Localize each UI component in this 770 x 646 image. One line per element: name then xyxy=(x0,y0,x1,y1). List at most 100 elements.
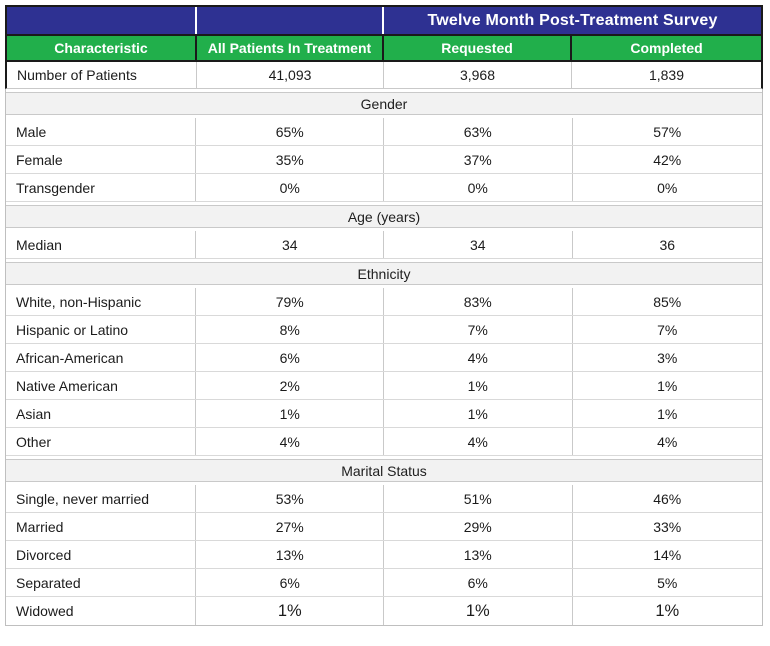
section-gap xyxy=(6,202,762,205)
table-row-african-american: African-American 6% 4% 3% xyxy=(6,344,762,372)
column-header-requested: Requested xyxy=(384,36,572,60)
section-gap xyxy=(6,115,762,118)
row-value-requested: 1% xyxy=(384,400,573,427)
row-value-requested: 29% xyxy=(384,513,573,540)
row-value-requested: 3,968 xyxy=(384,62,572,88)
column-header-completed: Completed xyxy=(630,40,703,56)
row-value-completed: 3% xyxy=(657,349,678,366)
row-label: Divorced xyxy=(6,541,197,568)
column-header-row: Characteristic All Patients In Treatment… xyxy=(7,34,761,60)
row-value-all-patients: 8% xyxy=(196,316,384,343)
row-value-requested: 0% xyxy=(384,174,573,201)
section-header-ethnicity: Ethnicity xyxy=(6,262,762,285)
row-value-completed: 14% xyxy=(653,546,682,563)
row-value-completed: 1% xyxy=(655,601,680,620)
table-body: Gender Male 65% 63% 57% Female 35% 37% 42% Transg… xyxy=(5,89,763,626)
table-row-number-of-patients: Number of Patients 41,093 3,968 1,839 xyxy=(7,60,761,88)
row-value-completed: 46% xyxy=(653,490,682,507)
row-value-requested: 4% xyxy=(384,428,573,455)
row-value-completed: 4% xyxy=(657,433,678,450)
row-value-all-patients: 65% xyxy=(196,118,384,145)
row-value-completed: 1% xyxy=(657,405,678,422)
row-value-all-patients: 27% xyxy=(196,513,384,540)
section-header-marital-status: Marital Status xyxy=(6,459,762,482)
row-value-completed: 42% xyxy=(653,151,682,168)
section-gap xyxy=(6,89,762,92)
row-label: Other xyxy=(6,428,197,455)
demographics-table: Twelve Month Post-Treatment Survey Chara… xyxy=(5,5,763,626)
row-value-requested: 51% xyxy=(384,485,573,512)
row-label: Median xyxy=(6,231,197,258)
column-header-all-patients-in-treatment: All Patients In Treatment xyxy=(197,36,384,60)
header-spacer-cell-all-patients xyxy=(197,7,384,34)
row-value-all-patients: 1% xyxy=(196,400,384,427)
row-value-requested: 13% xyxy=(384,541,573,568)
row-value-completed: 33% xyxy=(653,518,682,535)
row-value-requested: 6% xyxy=(384,569,573,596)
row-value-all-patients: 79% xyxy=(196,288,384,315)
table-row-other: Other 4% 4% 4% xyxy=(6,428,762,456)
row-value-all-patients: 2% xyxy=(196,372,384,399)
table-row-hispanic-or-latino: Hispanic or Latino 8% 7% 7% xyxy=(6,316,762,344)
row-value-completed: 1% xyxy=(657,377,678,394)
row-value-completed: 0% xyxy=(657,179,678,196)
row-label: Single, never married xyxy=(6,485,197,512)
table-row-widowed: Widowed 1% 1% 1% xyxy=(6,597,762,625)
table-row-white-non-hispanic: White, non-Hispanic 79% 83% 85% xyxy=(6,288,762,316)
row-value-requested: 37% xyxy=(384,146,573,173)
table-row-male: Male 65% 63% 57% xyxy=(6,118,762,146)
table-row-married: Married 27% 29% 33% xyxy=(6,513,762,541)
column-header-characteristic: Characteristic xyxy=(7,36,197,60)
row-label: Married xyxy=(6,513,197,540)
row-value-completed: 7% xyxy=(657,321,678,338)
section-gap xyxy=(6,259,762,262)
row-value-all-patients: 35% xyxy=(196,146,384,173)
row-value-completed: 1,839 xyxy=(648,67,685,83)
section-gap xyxy=(6,285,762,288)
row-value-requested: 4% xyxy=(384,344,573,371)
section-gap xyxy=(6,482,762,485)
row-value-all-patients: 1% xyxy=(196,597,384,625)
row-label: Widowed xyxy=(6,597,197,625)
survey-title: Twelve Month Post-Treatment Survey xyxy=(427,11,718,29)
row-label: Number of Patients xyxy=(7,62,197,88)
row-value-requested: 63% xyxy=(384,118,573,145)
row-value-all-patients: 6% xyxy=(196,569,384,596)
table-row-asian: Asian 1% 1% 1% xyxy=(6,400,762,428)
row-value-all-patients: 4% xyxy=(196,428,384,455)
row-label: African-American xyxy=(6,344,197,371)
table-row-female: Female 35% 37% 42% xyxy=(6,146,762,174)
row-value-all-patients: 0% xyxy=(196,174,384,201)
row-value-requested: 7% xyxy=(384,316,573,343)
row-label: Male xyxy=(6,118,197,145)
row-value-all-patients: 34 xyxy=(196,231,384,258)
row-value-all-patients: 13% xyxy=(196,541,384,568)
row-value-completed: 57% xyxy=(653,123,682,140)
section-gap xyxy=(6,456,762,459)
row-value-requested: 34 xyxy=(384,231,573,258)
table-row-median: Median 34 34 36 xyxy=(6,231,762,259)
row-value-requested: 1% xyxy=(384,597,573,625)
row-label: Asian xyxy=(6,400,197,427)
row-value-requested: 1% xyxy=(384,372,573,399)
table-row-separated: Separated 6% 6% 5% xyxy=(6,569,762,597)
table-row-transgender: Transgender 0% 0% 0% xyxy=(6,174,762,202)
row-label: Separated xyxy=(6,569,197,596)
row-label: Native American xyxy=(6,372,197,399)
row-value-completed: 36 xyxy=(659,236,676,253)
row-value-completed: 85% xyxy=(653,293,682,310)
row-value-all-patients: 6% xyxy=(196,344,384,371)
row-label: Transgender xyxy=(6,174,197,201)
row-value-completed: 5% xyxy=(657,574,678,591)
row-label: Female xyxy=(6,146,197,173)
row-value-all-patients: 41,093 xyxy=(197,62,384,88)
row-value-requested: 83% xyxy=(384,288,573,315)
table-row-single-never-married: Single, never married 53% 51% 46% xyxy=(6,485,762,513)
section-header-age-years: Age (years) xyxy=(6,205,762,228)
section-header-gender: Gender xyxy=(6,92,762,115)
survey-title-row: Twelve Month Post-Treatment Survey xyxy=(7,7,761,34)
row-label: Hispanic or Latino xyxy=(6,316,197,343)
section-gap xyxy=(6,228,762,231)
row-label: White, non-Hispanic xyxy=(6,288,197,315)
row-value-all-patients: 53% xyxy=(196,485,384,512)
